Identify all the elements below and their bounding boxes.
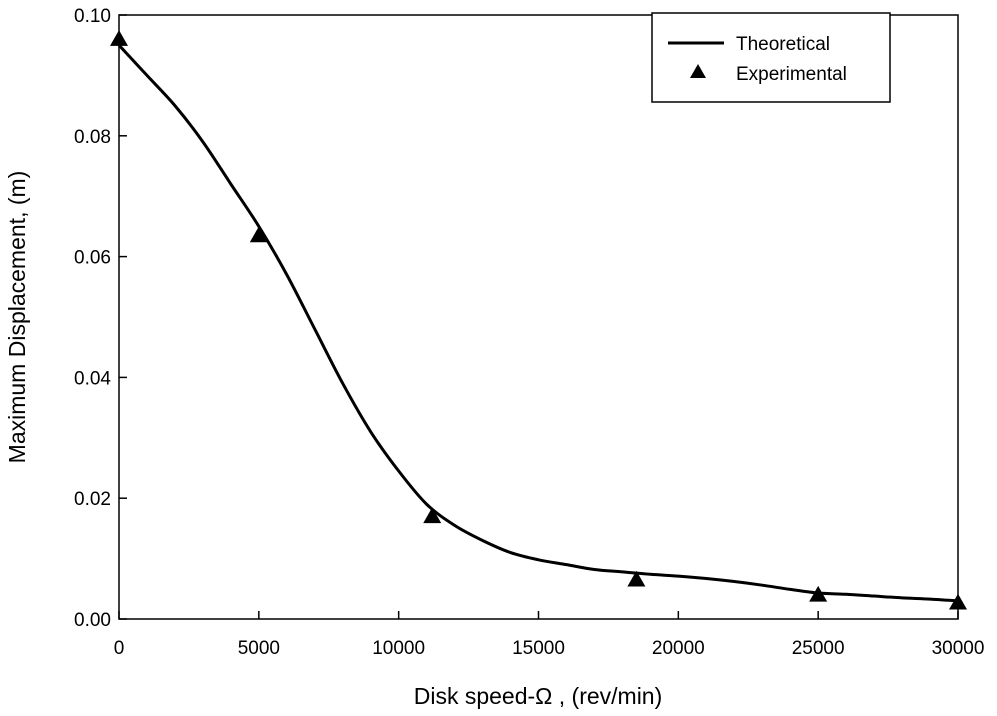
experimental-point (110, 30, 128, 46)
y-tick-label: 0.00 (74, 610, 111, 631)
y-axis-title: Maximum Displacement, (m) (4, 171, 30, 464)
legend-label-experimental: Experimental (736, 64, 847, 85)
y-axis-ticks: 0.00 0.02 0.04 0.06 0.08 0.10 (74, 6, 127, 631)
y-tick-label: 0.10 (74, 6, 111, 27)
x-tick-label: 25000 (792, 638, 845, 659)
x-tick-label: 20000 (652, 638, 705, 659)
series-markers-experimental (110, 30, 967, 610)
y-tick-label: 0.08 (74, 127, 111, 148)
x-axis-title: Disk speed-Ω , (rev/min) (414, 683, 663, 709)
legend-label-theoretical: Theoretical (736, 34, 830, 55)
y-tick-label: 0.06 (74, 248, 111, 269)
legend-box (651, 12, 891, 103)
experimental-point (809, 585, 828, 602)
x-tick-label: 15000 (512, 638, 565, 659)
experimental-point (627, 570, 646, 587)
x-tick-label: 30000 (932, 638, 985, 659)
x-tick-label: 0 (114, 638, 125, 659)
experimental-point (949, 593, 967, 610)
y-tick-label: 0.02 (74, 489, 111, 510)
plot-area (118, 14, 959, 620)
x-axis-ticks: 0 5000 10000 15000 20000 25000 30000 (114, 611, 985, 659)
legend: Theoretical Experimental (651, 12, 891, 103)
x-tick-label: 10000 (372, 638, 425, 659)
x-tick-label: 5000 (238, 638, 280, 659)
legend-marker-swatch (690, 64, 706, 78)
experimental-point (423, 507, 442, 524)
experimental-point (249, 226, 268, 243)
y-tick-label: 0.04 (74, 368, 111, 389)
